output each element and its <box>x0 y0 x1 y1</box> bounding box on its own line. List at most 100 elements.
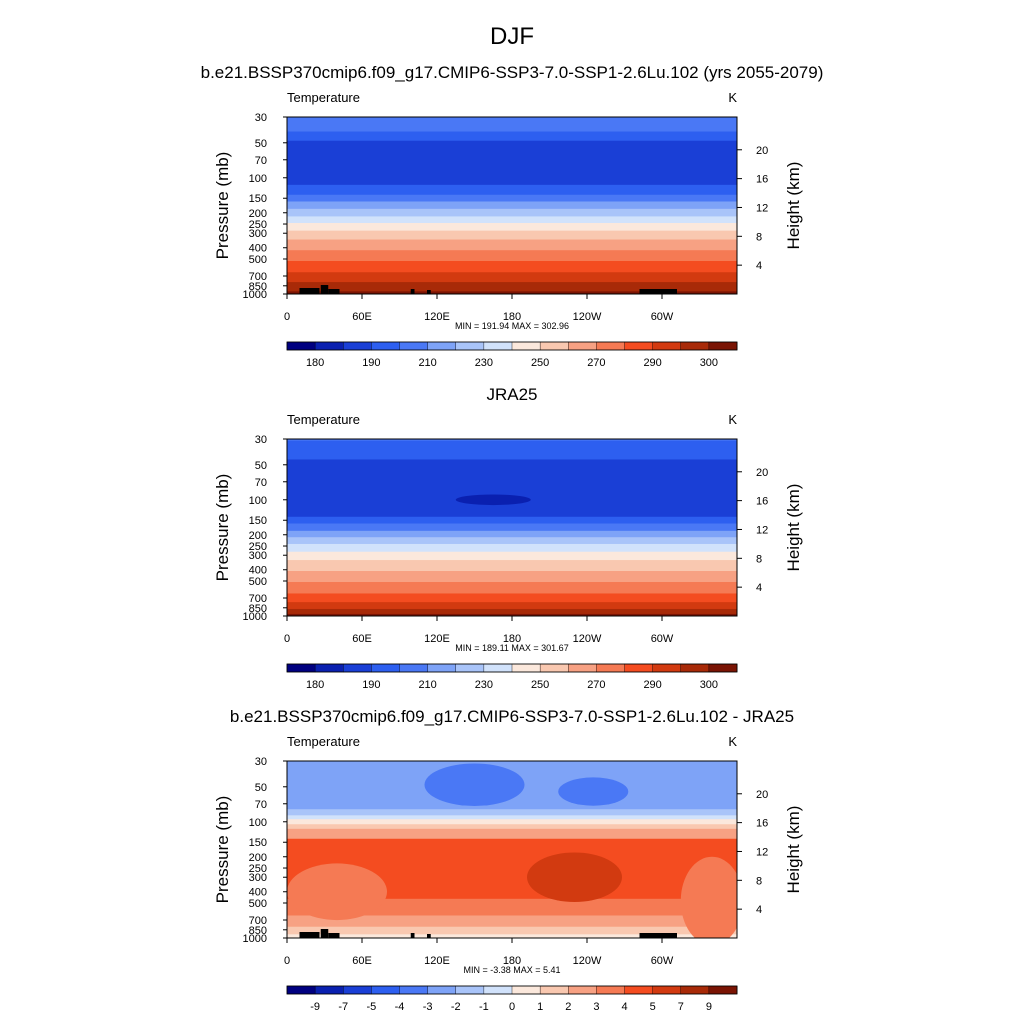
height-tick-label: 20 <box>756 145 768 157</box>
height-tick-label: 8 <box>756 231 762 243</box>
colorbar-label: -5 <box>366 1001 376 1013</box>
colorbar-swatch <box>455 985 485 995</box>
contour-band <box>287 824 737 830</box>
colorbar-swatch <box>624 341 654 351</box>
contour-region <box>455 494 531 506</box>
pressure-tick-label: 400 <box>249 243 267 255</box>
variable-label: Temperature <box>287 734 360 749</box>
colorbar-swatch <box>539 341 569 351</box>
colorbar-swatch <box>539 985 569 995</box>
pressure-tick-label: 500 <box>249 254 267 266</box>
colorbar-swatch <box>680 341 710 351</box>
colorbar-swatch <box>483 341 513 351</box>
colorbar-swatch <box>286 663 316 673</box>
colorbar-swatch <box>652 341 682 351</box>
contour-band <box>287 582 737 595</box>
contour-band <box>287 530 737 538</box>
colorbar-frame <box>286 663 738 673</box>
y-axis-label: Pressure (mb) <box>213 152 232 260</box>
height-tick-label: 12 <box>756 846 768 858</box>
pressure-tick-label: 400 <box>249 887 267 899</box>
x-tick-label: 0 <box>284 955 290 967</box>
contour-band <box>287 593 737 603</box>
height-tick-label: 16 <box>756 174 768 186</box>
x-tick-label: 60W <box>651 955 674 967</box>
y-axis-label: Pressure (mb) <box>213 796 232 904</box>
contour-band <box>287 216 737 224</box>
colorbar-swatch <box>314 985 344 995</box>
y2-axis-label: Height (km) <box>784 162 803 250</box>
colorbar-label: -7 <box>338 1001 348 1013</box>
colorbar-swatch <box>596 663 625 673</box>
pressure-tick-label: 200 <box>249 852 267 864</box>
colorbar-swatch <box>399 985 429 995</box>
units-label: K <box>728 412 737 427</box>
contour-band <box>287 537 737 545</box>
figure-title: DJF <box>490 23 534 50</box>
height-tick-label: 12 <box>756 524 768 536</box>
contour-band <box>287 439 737 442</box>
colorbar-label: 290 <box>643 679 661 691</box>
pressure-tick-label: 250 <box>249 219 267 231</box>
y2-axis-label: Height (km) <box>784 484 803 572</box>
height-tick-label: 20 <box>756 789 768 801</box>
pressure-tick-label: 70 <box>255 799 267 811</box>
contour-band <box>287 117 737 133</box>
min-max-stats: MIN = 191.94 MAX = 302.96 <box>455 321 569 331</box>
colorbar: -9 -7 -5 -4 -3 -2 -1 0 1 2 3 4 5 7 9 <box>286 985 738 1013</box>
colorbar-label: 190 <box>362 357 380 369</box>
pressure-tick-label: 50 <box>255 782 267 794</box>
panel-title: b.e21.BSSP370cmip6.f09_g17.CMIP6-SSP3-7.… <box>230 707 794 726</box>
contour-band <box>287 140 737 186</box>
contour-region <box>424 763 525 806</box>
units-label: K <box>728 90 737 105</box>
pressure-tick-label: 500 <box>249 898 267 910</box>
colorbar-swatch <box>399 341 429 351</box>
contour-band <box>287 184 737 196</box>
pressure-tick-label: 700 <box>249 915 267 927</box>
land-block <box>320 929 329 938</box>
pressure-tick-label: 300 <box>249 872 267 884</box>
colorbar-swatch <box>427 663 457 673</box>
contour-band <box>287 260 737 273</box>
contour-band <box>287 250 737 262</box>
contour-band <box>287 131 737 142</box>
pressure-tick-label: 850 <box>249 925 267 937</box>
x-tick-label: 120E <box>424 311 450 323</box>
colorbar-label: -2 <box>451 1001 461 1013</box>
colorbar-label: 230 <box>475 679 493 691</box>
colorbar-swatch <box>427 985 457 995</box>
pressure-tick-label: 850 <box>249 281 267 293</box>
pressure-tick-label: 30 <box>255 112 267 124</box>
contour-band <box>287 543 737 553</box>
contour-region <box>558 777 629 806</box>
land-mask <box>299 285 677 294</box>
height-tick-label: 4 <box>756 582 762 594</box>
colorbar: 180 190 210 230 250 270 290 300 <box>286 663 738 691</box>
colorbar-swatch <box>455 341 485 351</box>
colorbar-label: 290 <box>643 357 661 369</box>
pressure-tick-label: 200 <box>249 208 267 220</box>
colorbar-swatch <box>568 341 597 351</box>
land-block <box>320 285 329 294</box>
colorbar-swatch <box>314 341 344 351</box>
colorbar-label: 7 <box>678 1001 684 1013</box>
contour-band <box>287 282 737 293</box>
pressure-tick-label: 100 <box>249 817 267 829</box>
units-label: K <box>728 734 737 749</box>
colorbar-label: -1 <box>479 1001 489 1013</box>
pressure-tick-label: 50 <box>255 460 267 472</box>
colorbar-swatch <box>343 985 372 995</box>
colorbar-label: 180 <box>306 679 324 691</box>
colorbar-frame <box>286 985 738 995</box>
land-block <box>427 290 431 294</box>
panel-1: b.e21.BSSP370cmip6.f09_g17.CMIP6-SSP3-7.… <box>201 63 824 369</box>
colorbar-swatch <box>286 985 316 995</box>
contour-region <box>680 856 737 938</box>
pressure-tick-label: 150 <box>249 837 267 849</box>
min-max-stats: MIN = -3.38 MAX = 5.41 <box>463 965 560 975</box>
contour-field <box>287 761 737 938</box>
contour-band <box>287 440 737 461</box>
colorbar-label: 300 <box>700 357 718 369</box>
colorbar-swatch <box>483 985 513 995</box>
